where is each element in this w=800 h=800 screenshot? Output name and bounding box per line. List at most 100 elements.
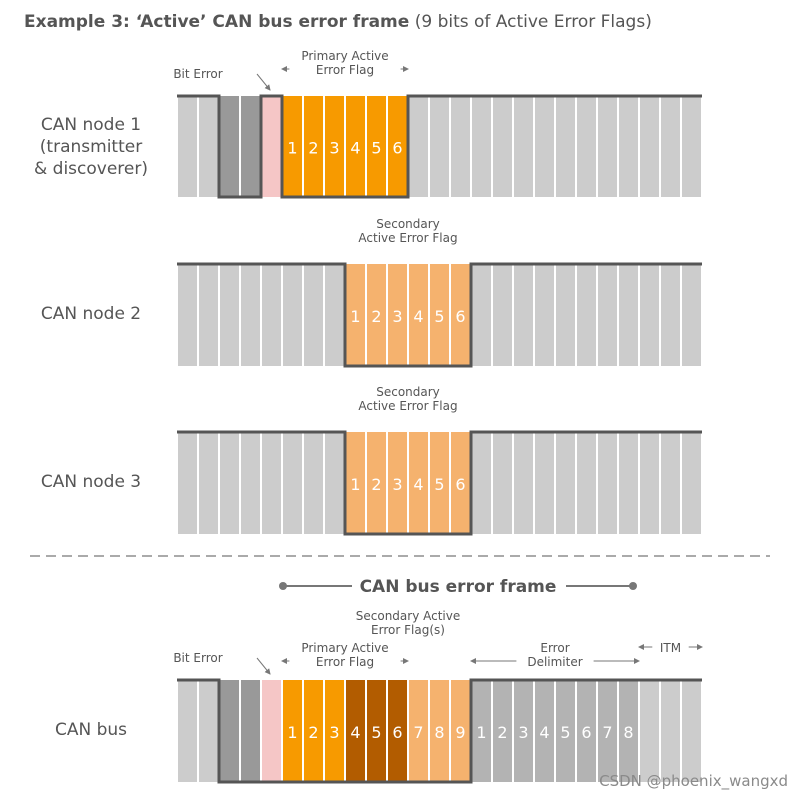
bit-cell (367, 432, 386, 534)
bit-cell (304, 432, 323, 534)
bit-number: 5 (560, 723, 570, 742)
bit-cell (262, 680, 281, 782)
bit-cell (493, 432, 512, 534)
page-title: Example 3: ‘Active’ CAN bus error frame … (24, 12, 652, 32)
bit-number: 4 (539, 723, 549, 742)
bit-cell (430, 96, 449, 197)
bit-cell (283, 680, 302, 782)
frame-end-dot (629, 582, 637, 590)
bit-cell (682, 432, 701, 534)
bit-number: 6 (455, 475, 465, 494)
bit-cell (304, 264, 323, 366)
bit-cell (493, 96, 512, 197)
bit-cell (430, 264, 449, 366)
bit-cell (682, 96, 701, 197)
bit-cell (451, 680, 470, 782)
bit-cell (199, 680, 218, 782)
bit-number: 6 (392, 139, 402, 158)
bit-cell (661, 96, 680, 197)
bit-cell (451, 432, 470, 534)
bit-cell (220, 96, 239, 197)
annotation-secondary-active-error-flag: Secondary (376, 385, 440, 399)
bit-cell (535, 680, 554, 782)
signal-trace (177, 430, 702, 536)
bit-cell (598, 264, 617, 366)
bit-cell (241, 432, 260, 534)
bit-cell (220, 432, 239, 534)
bit-cell (619, 432, 638, 534)
bit-number: 1 (476, 723, 486, 742)
bit-number: 2 (371, 307, 381, 326)
bit-cell (619, 96, 638, 197)
bit-cell (514, 432, 533, 534)
bit-cell (388, 264, 407, 366)
bit-cell (598, 432, 617, 534)
bit-cell (577, 96, 596, 197)
bit-number: 5 (371, 139, 381, 158)
bit-cell (640, 680, 659, 782)
bit-number: 4 (413, 307, 423, 326)
bit-number: 8 (434, 723, 444, 742)
bit-cell (346, 680, 365, 782)
bit-number: 1 (287, 139, 297, 158)
bit-number: 4 (350, 139, 360, 158)
annotation-secondary-active-error-flags: Secondary Active (356, 609, 460, 623)
bit-number: 9 (455, 723, 465, 742)
bit-cell (325, 96, 344, 197)
bit-cell (199, 432, 218, 534)
bit-number: 2 (308, 139, 318, 158)
bit-cell (325, 680, 344, 782)
signal-trace (177, 678, 702, 784)
annotation-error-delimiter: Delimiter (527, 655, 582, 669)
bit-number: 6 (581, 723, 591, 742)
bit-cell (178, 96, 197, 197)
bit-cell (577, 680, 596, 782)
bit-cell (472, 432, 491, 534)
bit-cell (409, 96, 428, 197)
annotation-secondary-active-error-flags: Error Flag(s) (371, 623, 445, 637)
bit-number: 1 (350, 307, 360, 326)
bit-number: 1 (287, 723, 297, 742)
bit-cell (178, 264, 197, 366)
bit-cell (241, 264, 260, 366)
annotation-primary-active-error-flag: Error Flag (316, 63, 374, 77)
bit-cell (346, 96, 365, 197)
signal-trace (177, 262, 702, 368)
bit-cell (661, 264, 680, 366)
bit-number: 7 (413, 723, 423, 742)
bit-cell (199, 264, 218, 366)
bit-cell (367, 96, 386, 197)
annotation-primary-active-error-flag: Error Flag (316, 655, 374, 669)
bit-cell (430, 432, 449, 534)
bit-cell (514, 96, 533, 197)
bit-cell (514, 680, 533, 782)
bit-cell (262, 96, 281, 197)
bit-cell (577, 264, 596, 366)
bit-cell (430, 680, 449, 782)
bit-cell (598, 680, 617, 782)
annotation-primary-active-error-flag: Primary Active (301, 49, 388, 63)
row-label-node-2: CAN node 2 (40, 304, 142, 324)
title-subtitle: (9 bits of Active Error Flags) (414, 12, 652, 32)
bit-cell (598, 96, 617, 197)
bit-cell (283, 96, 302, 197)
bit-cell (388, 432, 407, 534)
title-bold: Example 3: ‘Active’ CAN bus error frame (24, 12, 410, 32)
bit-number: 1 (350, 475, 360, 494)
bit-cell (535, 96, 554, 197)
bit-cell (556, 432, 575, 534)
bit-cell (388, 96, 407, 197)
bit-number: 6 (392, 723, 402, 742)
signal-trace (177, 94, 702, 199)
bit-cell (556, 264, 575, 366)
bit-cell (346, 432, 365, 534)
bit-cell (409, 264, 428, 366)
row-label-can-bus: CAN bus (54, 720, 128, 740)
bit-cell (619, 680, 638, 782)
bit-cell (493, 264, 512, 366)
